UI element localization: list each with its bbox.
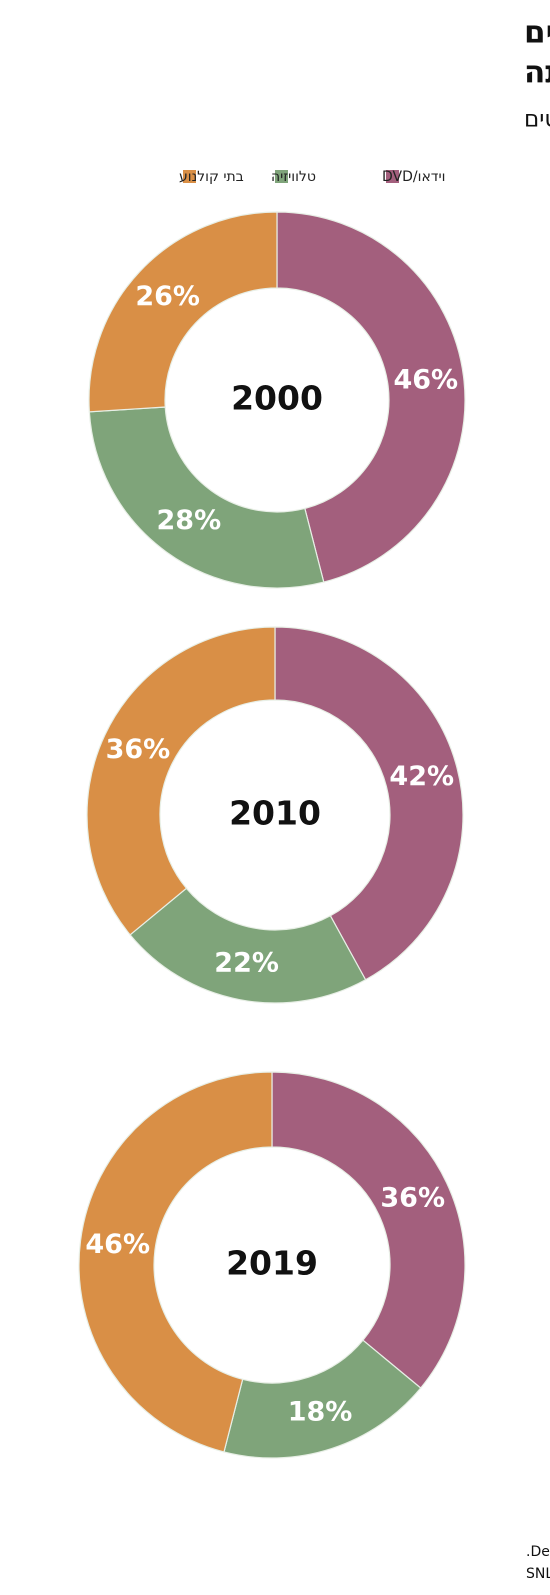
source: נתונים: מתוך הדוח ״The future of movies״… [526, 1544, 550, 1560]
value-label: 18% [288, 1396, 353, 1427]
value-label: 46% [393, 365, 458, 396]
legend-swatch [275, 170, 288, 183]
source: מקור: SNL kagan, 2020 [526, 1566, 550, 1582]
value-label: 26% [135, 281, 200, 312]
value-label: 46% [85, 1229, 150, 1260]
value-label: 36% [380, 1182, 445, 1213]
donut-segment [276, 211, 466, 583]
legend-label: טלוויזיה [271, 169, 316, 185]
donut-segment [274, 626, 464, 981]
center-label: 2000 [231, 379, 323, 418]
value-label: 22% [214, 947, 279, 978]
legend-swatch [183, 170, 196, 183]
center-label: 2010 [229, 794, 321, 833]
value-label: 28% [157, 505, 222, 536]
donut-segment [129, 887, 367, 1004]
donut-segment [86, 626, 276, 936]
donut-segment [88, 406, 325, 589]
legend-swatch [386, 170, 399, 183]
title: התלות של אולפני הסרטים [524, 15, 550, 51]
center-label: 2019 [226, 1244, 318, 1283]
donut-segment [271, 1071, 466, 1389]
value-label: 42% [389, 761, 454, 792]
legend-label: בתי קולנוע [179, 169, 244, 185]
legend-label: וידאו/DVD [382, 169, 445, 185]
subtitle: הכנסות גלובליות של אולפני סרטים [524, 107, 550, 133]
donut-segment [78, 1071, 273, 1453]
value-label: 36% [106, 734, 171, 765]
donut-segment [88, 211, 278, 413]
title: בבתי הקולנוע עלתה [524, 55, 550, 91]
